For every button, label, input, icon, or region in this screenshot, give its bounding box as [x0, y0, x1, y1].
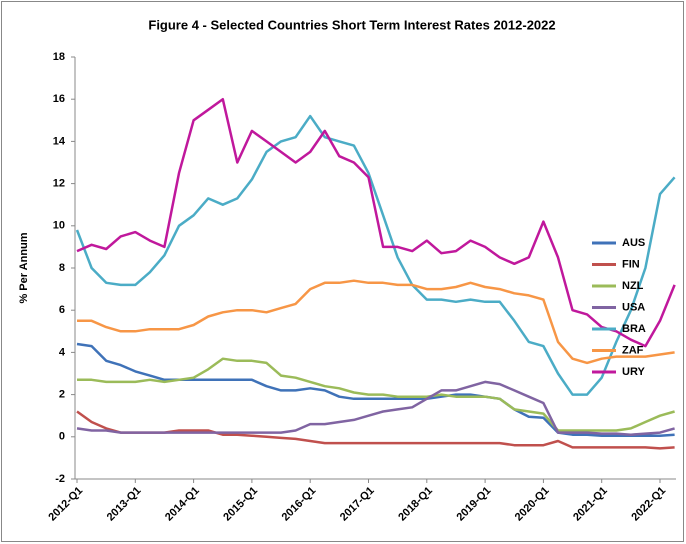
- series-line: [76, 97, 676, 348]
- legend-label: AUS: [622, 237, 645, 249]
- y-axis-label: % Per Annum: [18, 232, 30, 303]
- series-line: [77, 357, 675, 432]
- series-line: [76, 380, 675, 436]
- legend-label: URY: [622, 366, 645, 378]
- legend-label: ZAF: [622, 344, 644, 356]
- y-tick-label: 6: [59, 304, 65, 316]
- series-line: [76, 410, 675, 450]
- y-tick-label: 4: [59, 346, 66, 358]
- y-tick-label: 8: [59, 262, 65, 274]
- y-tick-label: 0: [59, 431, 65, 443]
- y-tick-label: 12: [53, 178, 65, 190]
- legend-label: FIN: [622, 258, 640, 270]
- y-tick-label: 16: [53, 93, 65, 105]
- legend-label: USA: [622, 301, 645, 313]
- series-line: [75, 114, 676, 396]
- y-tick-label: 2: [59, 389, 65, 401]
- chart-title: Figure 4 - Selected Countries Short Term…: [148, 17, 555, 32]
- legend-label: NZL: [622, 280, 644, 292]
- y-tick-label: 18: [53, 51, 65, 63]
- series-line: [77, 279, 675, 365]
- legend-label: BRA: [622, 323, 646, 335]
- y-tick-label: 14: [53, 135, 66, 147]
- y-tick-label: -2: [55, 473, 65, 485]
- y-tick-label: 10: [53, 220, 65, 232]
